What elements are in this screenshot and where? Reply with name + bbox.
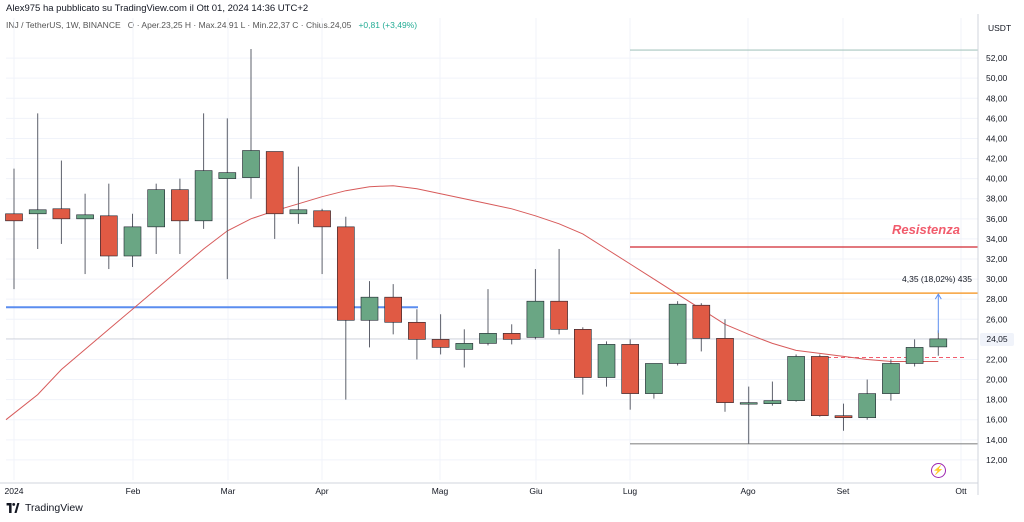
candle-down	[384, 296, 403, 323]
y-tick-label: 50,00	[986, 73, 1008, 83]
y-tick-label: 44,00	[986, 133, 1008, 143]
candle-up	[194, 170, 213, 222]
candle-down	[336, 226, 355, 321]
y-tick-label: 48,00	[986, 93, 1008, 103]
candle-down	[621, 344, 640, 394]
last-price-tag: 24,05	[980, 333, 1014, 346]
brand-name[interactable]: TradingView	[25, 502, 83, 514]
x-axis: 2024 Feb Mar Apr Mag Giu Lug Ago Set Ott	[5, 486, 968, 496]
y-tick-label: 14,00	[986, 435, 1008, 445]
x-tick-label: Ago	[740, 486, 755, 496]
candle-up	[242, 150, 260, 178]
candle-down	[265, 151, 284, 215]
y-axis: 12,0014,0016,0018,0020,0022,0024,0026,00…	[0, 14, 1008, 495]
candle-down	[573, 329, 592, 378]
y-tick-label: 28,00	[986, 294, 1008, 304]
candle-up	[668, 303, 687, 364]
symbol-info: INJ / TetherUS, 1W, BINANCE O · Aper.23,…	[6, 20, 417, 30]
y-tick-label: 40,00	[986, 174, 1008, 184]
ohlc-values: O · Aper.23,25 H · Max.24,91 L · Min.22,…	[127, 20, 352, 30]
price-change: +0,81 (+3,49%)	[358, 20, 418, 30]
footer: TradingView	[6, 502, 83, 514]
y-tick-label: 32,00	[986, 254, 1008, 264]
candle-up	[123, 226, 142, 257]
tradingview-logo-icon	[6, 503, 20, 513]
x-tick-label: Mar	[221, 486, 236, 496]
resistance-label: Resistenza	[892, 222, 960, 237]
candle-down	[550, 300, 568, 330]
candle-down	[5, 213, 23, 222]
y-tick-label: 52,00	[986, 53, 1008, 63]
symbol-name: INJ / TetherUS, 1W, BINANCE	[6, 20, 121, 30]
y-tick-label: 22,00	[986, 354, 1008, 364]
moving-average	[5, 185, 939, 421]
x-tick-label: Apr	[315, 486, 328, 496]
candle-down	[502, 333, 521, 340]
y-tick-label: 12,00	[986, 455, 1008, 465]
y-tick-label: 26,00	[986, 314, 1008, 324]
candle-up	[360, 296, 379, 321]
candle-up	[597, 344, 616, 378]
ma-line	[5, 185, 939, 421]
grid	[6, 18, 978, 480]
lightning-icon[interactable]: ⚡	[931, 463, 946, 478]
y-tick-label: 34,00	[986, 234, 1008, 244]
candle-down	[431, 339, 450, 348]
candle-up	[289, 209, 308, 215]
x-tick-label: 2024	[5, 486, 24, 496]
measure-label: 4,35 (18,02%) 435	[902, 274, 972, 284]
candle-up	[929, 338, 948, 348]
y-tick-label: 36,00	[986, 214, 1008, 224]
candle-up	[147, 189, 165, 228]
y-tick-label: 42,00	[986, 154, 1008, 164]
y-tick-label: 20,00	[986, 375, 1008, 385]
x-tick-label: Set	[837, 486, 850, 496]
candle-down	[810, 356, 829, 417]
candle-up	[739, 402, 758, 405]
candle-up	[645, 363, 663, 394]
y-tick-label: 46,00	[986, 113, 1008, 123]
measure-tool	[934, 293, 942, 333]
x-tick-label: Giu	[529, 486, 543, 496]
candle-down	[692, 304, 711, 339]
candle-down	[834, 415, 853, 419]
candle-down	[52, 208, 71, 220]
candle-down	[313, 210, 331, 228]
y-tick-label: 30,00	[986, 274, 1008, 284]
currency-label: USDT	[988, 23, 1012, 33]
candle-up	[858, 393, 877, 419]
x-tick-label: Lug	[623, 486, 637, 496]
candle-up	[882, 363, 900, 394]
candle-up	[526, 300, 545, 338]
candle-up	[28, 209, 47, 215]
candle-up	[763, 400, 782, 404]
candle-up	[905, 347, 924, 364]
measure-arrowhead	[934, 293, 942, 300]
horizontal-levels	[6, 49, 978, 445]
publisher-line: Alex975 ha pubblicato su TradingView.com…	[6, 3, 309, 14]
candle-up	[76, 214, 94, 220]
candle-down	[716, 338, 734, 403]
y-tick-label: 16,00	[986, 415, 1008, 425]
x-tick-label: Mag	[432, 486, 449, 496]
candle-down	[408, 321, 426, 340]
candle-up	[787, 356, 805, 401]
candle-up	[479, 333, 497, 344]
candle-down	[100, 215, 118, 257]
candles	[5, 49, 948, 444]
y-tick-label: 18,00	[986, 395, 1008, 405]
y-tick-label: 38,00	[986, 194, 1008, 204]
x-tick-label: Feb	[126, 486, 141, 496]
x-tick-label: Ott	[955, 486, 967, 496]
candle-up	[218, 172, 237, 179]
candle-down	[171, 189, 189, 222]
candle-up	[455, 343, 474, 350]
